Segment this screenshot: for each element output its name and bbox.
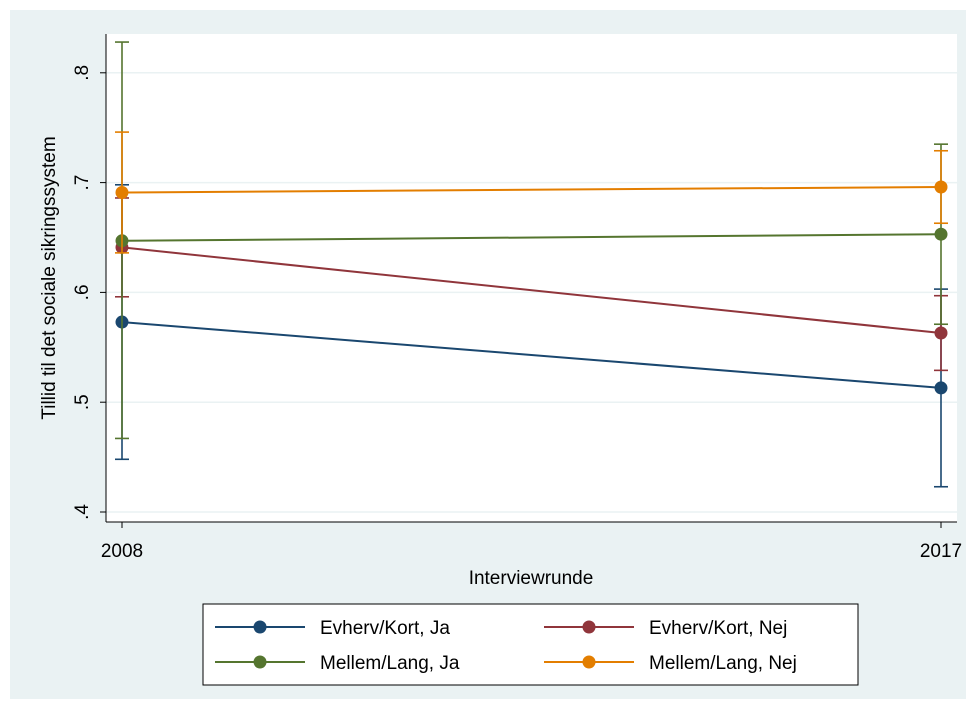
y-tick-label-1: .5 xyxy=(72,394,93,410)
x-axis-label: Interviewrunde xyxy=(469,568,594,589)
series-line-0 xyxy=(121,321,942,389)
data-point-3-0 xyxy=(115,185,129,199)
y-tick-label-2: .6 xyxy=(72,284,93,300)
legend-label-2: Mellem/Lang, Ja xyxy=(320,653,460,674)
legend-marker-0 xyxy=(253,620,267,634)
series-line-2 xyxy=(121,233,942,242)
y-tick-label-3: .7 xyxy=(72,175,93,191)
x-tick-label-1: 2017 xyxy=(920,541,962,562)
y-axis-label: Tillid til det sociale sikringssystem xyxy=(39,136,60,419)
legend-marker-3 xyxy=(582,655,596,669)
data-point-2-1 xyxy=(934,227,948,241)
y-tick-label-4: .8 xyxy=(72,65,93,81)
legend-marker-2 xyxy=(253,655,267,669)
y-tick-label-0: .4 xyxy=(72,504,93,520)
legend-label-3: Mellem/Lang, Nej xyxy=(649,653,797,674)
data-point-0-1 xyxy=(934,381,948,395)
data-point-1-1 xyxy=(934,326,948,340)
y-ticks: .4 .5 .6 .7 .8 xyxy=(72,65,106,520)
series-line-3 xyxy=(121,185,942,194)
legend-box xyxy=(202,603,859,686)
plot-region xyxy=(106,34,957,522)
x-tick-label-0: 2008 xyxy=(101,541,143,562)
axes xyxy=(105,34,957,523)
legend-marker-1 xyxy=(582,620,596,634)
legend-label-0: Evherv/Kort, Ja xyxy=(320,618,450,639)
data-point-3-1 xyxy=(934,180,948,194)
x-ticks: 2008 2017 xyxy=(101,522,962,562)
series-3 xyxy=(115,131,948,254)
series-layer xyxy=(115,41,948,488)
series-line-1 xyxy=(121,246,942,335)
grid-lines xyxy=(106,72,957,513)
legend-label-1: Evherv/Kort, Nej xyxy=(649,618,787,639)
legend: Evherv/Kort, Ja Evherv/Kort, Nej Mellem/La… xyxy=(202,603,859,686)
